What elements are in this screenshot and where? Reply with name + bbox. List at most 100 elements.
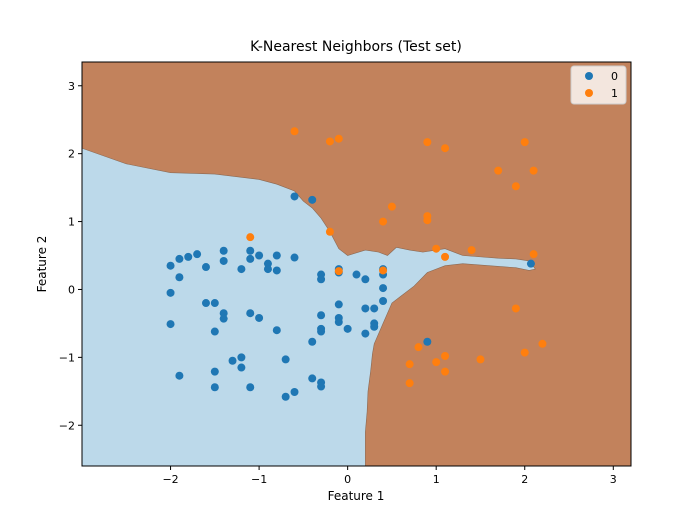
y-tick-label: 1 — [68, 216, 75, 229]
point-class-0 — [272, 266, 281, 275]
point-class-0 — [361, 329, 370, 338]
point-class-0 — [361, 304, 370, 313]
point-class-0 — [237, 353, 246, 362]
scatter-points — [166, 127, 547, 401]
point-class-0 — [246, 309, 255, 318]
legend-marker-class-1 — [585, 89, 593, 97]
point-class-0 — [219, 256, 228, 265]
point-class-1 — [511, 304, 520, 313]
point-class-1 — [529, 250, 538, 259]
point-class-1 — [387, 202, 396, 211]
point-class-0 — [193, 250, 202, 259]
y-tick-label: 0 — [68, 283, 75, 296]
point-class-0 — [308, 195, 317, 204]
point-class-1 — [423, 216, 432, 225]
point-class-1 — [379, 217, 388, 226]
point-class-0 — [255, 313, 264, 322]
legend: 01 — [570, 65, 627, 105]
point-class-1 — [414, 343, 423, 352]
x-axis-ticks: −2 −1 0 1 2 3 — [162, 466, 617, 486]
point-class-0 — [334, 300, 343, 309]
point-class-1 — [432, 244, 441, 253]
point-class-1 — [334, 134, 343, 143]
point-class-0 — [290, 253, 299, 262]
y-tick-label: −1 — [59, 351, 75, 364]
point-class-0 — [281, 392, 290, 401]
legend-label-class-1: 1 — [611, 87, 618, 100]
point-class-0 — [246, 246, 255, 255]
point-class-1 — [441, 252, 450, 261]
point-class-0 — [526, 259, 535, 268]
point-class-0 — [379, 297, 388, 306]
point-class-0 — [210, 327, 219, 336]
y-axis-ticks: −2 −1 0 1 2 3 — [59, 80, 82, 432]
point-class-0 — [263, 265, 272, 274]
point-class-0 — [166, 288, 175, 297]
point-class-0 — [219, 246, 228, 255]
point-class-0 — [184, 252, 193, 261]
point-class-0 — [166, 320, 175, 329]
point-class-0 — [175, 254, 184, 263]
point-class-0 — [290, 387, 299, 396]
y-axis-label: Feature 2 — [35, 236, 49, 293]
point-class-0 — [370, 304, 379, 313]
point-class-0 — [210, 367, 219, 376]
point-class-0 — [334, 318, 343, 327]
point-class-0 — [317, 311, 326, 320]
point-class-0 — [317, 275, 326, 284]
point-class-1 — [520, 348, 529, 357]
point-class-1 — [432, 358, 441, 367]
point-class-0 — [237, 363, 246, 372]
point-class-1 — [467, 246, 476, 255]
x-tick-label: −1 — [251, 473, 267, 486]
point-class-1 — [325, 137, 334, 146]
point-class-0 — [423, 337, 432, 346]
point-class-0 — [201, 299, 210, 308]
point-class-1 — [379, 266, 388, 275]
point-class-1 — [405, 379, 414, 388]
point-class-1 — [538, 339, 547, 348]
point-class-0 — [308, 374, 317, 383]
point-class-0 — [175, 273, 184, 282]
point-class-0 — [308, 337, 317, 346]
x-tick-label: 2 — [521, 473, 528, 486]
point-class-0 — [201, 263, 210, 272]
point-class-0 — [272, 326, 281, 335]
plot-area — [82, 62, 631, 466]
point-class-1 — [441, 352, 450, 361]
point-class-0 — [317, 327, 326, 336]
point-class-0 — [370, 322, 379, 331]
point-class-0 — [166, 261, 175, 270]
point-class-1 — [476, 355, 485, 364]
point-class-0 — [255, 251, 264, 260]
plot-frame — [81, 61, 632, 467]
point-class-0 — [219, 314, 228, 323]
decision-region-class-1 — [82, 62, 631, 466]
point-class-1 — [511, 182, 520, 191]
point-class-1 — [423, 138, 432, 147]
legend-label-class-0: 0 — [611, 70, 618, 83]
point-class-1 — [246, 233, 255, 242]
point-class-1 — [290, 127, 299, 136]
point-class-1 — [405, 360, 414, 369]
point-class-1 — [441, 367, 450, 376]
point-class-1 — [325, 227, 334, 236]
point-class-0 — [343, 324, 352, 333]
point-class-0 — [290, 192, 299, 201]
point-class-0 — [246, 254, 255, 263]
point-class-0 — [237, 265, 246, 274]
point-class-0 — [361, 275, 370, 284]
point-class-0 — [272, 251, 281, 260]
x-tick-label: 0 — [344, 473, 351, 486]
point-class-0 — [246, 383, 255, 392]
point-class-0 — [228, 356, 237, 365]
point-class-1 — [529, 166, 538, 175]
chart-title: K-Nearest Neighbors (Test set) — [250, 39, 462, 55]
x-tick-label: 1 — [433, 473, 440, 486]
point-class-1 — [441, 144, 450, 153]
y-tick-label: 3 — [68, 80, 75, 93]
point-class-0 — [281, 355, 290, 364]
y-tick-label: −2 — [59, 419, 75, 432]
point-class-0 — [317, 382, 326, 391]
